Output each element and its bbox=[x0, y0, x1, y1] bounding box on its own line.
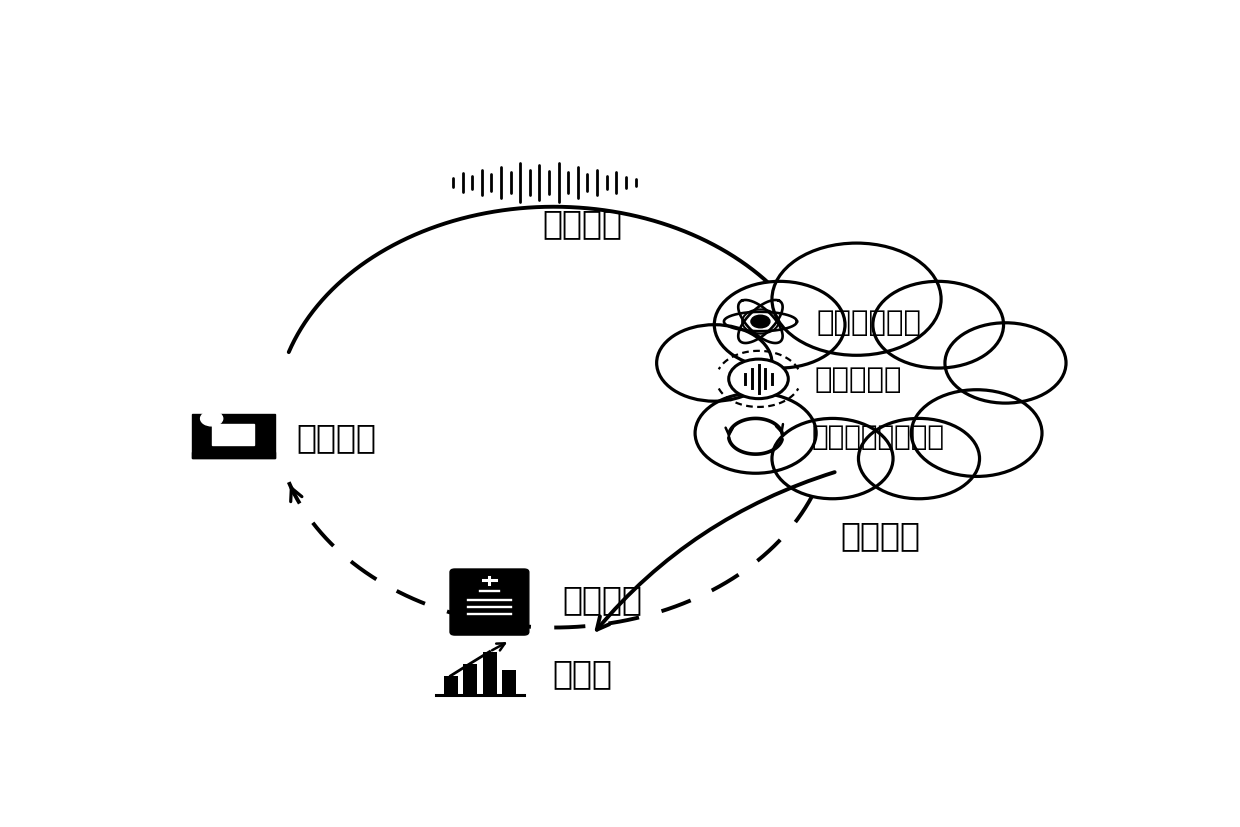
Circle shape bbox=[858, 419, 980, 500]
FancyBboxPatch shape bbox=[450, 569, 528, 635]
Circle shape bbox=[714, 282, 844, 369]
Bar bbox=[502, 670, 516, 696]
Circle shape bbox=[729, 360, 789, 399]
Circle shape bbox=[911, 390, 1042, 477]
FancyBboxPatch shape bbox=[192, 452, 275, 459]
Circle shape bbox=[773, 419, 893, 500]
Circle shape bbox=[201, 412, 223, 427]
Circle shape bbox=[751, 316, 770, 328]
Bar bbox=[482, 652, 496, 696]
Text: 课堂教学: 课堂教学 bbox=[296, 420, 376, 453]
Bar bbox=[463, 664, 477, 696]
Bar bbox=[444, 676, 458, 696]
Text: 说话人识别: 说话人识别 bbox=[815, 366, 901, 394]
Text: 可视化: 可视化 bbox=[553, 656, 613, 689]
FancyBboxPatch shape bbox=[212, 424, 254, 446]
Circle shape bbox=[773, 244, 941, 356]
Text: 课堂语音: 课堂语音 bbox=[543, 207, 622, 240]
Circle shape bbox=[873, 282, 1003, 369]
Circle shape bbox=[657, 325, 773, 402]
Text: 行为序列动态补偿: 行为序列动态补偿 bbox=[811, 423, 945, 451]
Circle shape bbox=[945, 323, 1066, 404]
FancyBboxPatch shape bbox=[192, 414, 275, 459]
Text: 数据处理: 数据处理 bbox=[841, 519, 920, 552]
Text: 教学诊断: 教学诊断 bbox=[562, 583, 642, 615]
Circle shape bbox=[696, 394, 816, 474]
Text: 智能话语检测: 智能话语检测 bbox=[816, 308, 921, 336]
